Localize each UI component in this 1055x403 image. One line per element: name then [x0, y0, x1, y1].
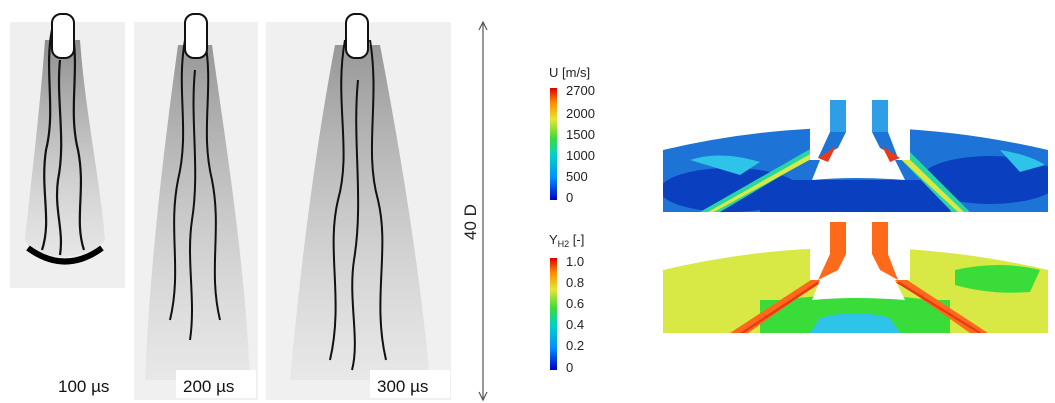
velocity-colorbar-title: U [m/s] — [549, 65, 590, 80]
velocity-tick: 1500 — [566, 127, 595, 142]
h2-colorbar-title-subscript: H2 — [558, 239, 570, 249]
velocity-contour-plot — [663, 100, 1048, 212]
velocity-tick: 2000 — [566, 106, 595, 121]
h2-colorbar-title-unit: [-] — [569, 232, 584, 247]
h2-colorbar — [550, 258, 557, 370]
h2-tick: 0.4 — [566, 317, 584, 332]
h2-tick: 0.2 — [566, 338, 584, 353]
time-label-100us: 100 µs — [58, 377, 109, 396]
velocity-tick: 500 — [566, 169, 588, 184]
h2-tick: 0.8 — [566, 275, 584, 290]
svg-text:YH2 [-]: YH2 [-] — [549, 232, 584, 249]
scale-label: 40 D — [461, 204, 480, 240]
velocity-tick: 1000 — [566, 148, 595, 163]
h2-tick: 1.0 — [566, 254, 584, 269]
h2-tick: 0.6 — [566, 296, 584, 311]
h2-colorbar-title: Y — [549, 232, 558, 247]
velocity-tick: 2700 — [566, 83, 595, 98]
schlieren-panel-300us — [266, 13, 451, 400]
time-label-200us: 200 µs — [183, 377, 234, 396]
h2-contour-plot — [663, 220, 1048, 333]
velocity-tick: 0 — [566, 190, 573, 205]
length-scale-arrow — [478, 20, 488, 402]
time-label-300us: 300 µs — [377, 377, 428, 396]
velocity-colorbar — [550, 88, 557, 200]
h2-tick: 0 — [566, 360, 573, 375]
schlieren-panel-200us — [134, 13, 258, 400]
schlieren-panel-100us — [10, 13, 125, 288]
